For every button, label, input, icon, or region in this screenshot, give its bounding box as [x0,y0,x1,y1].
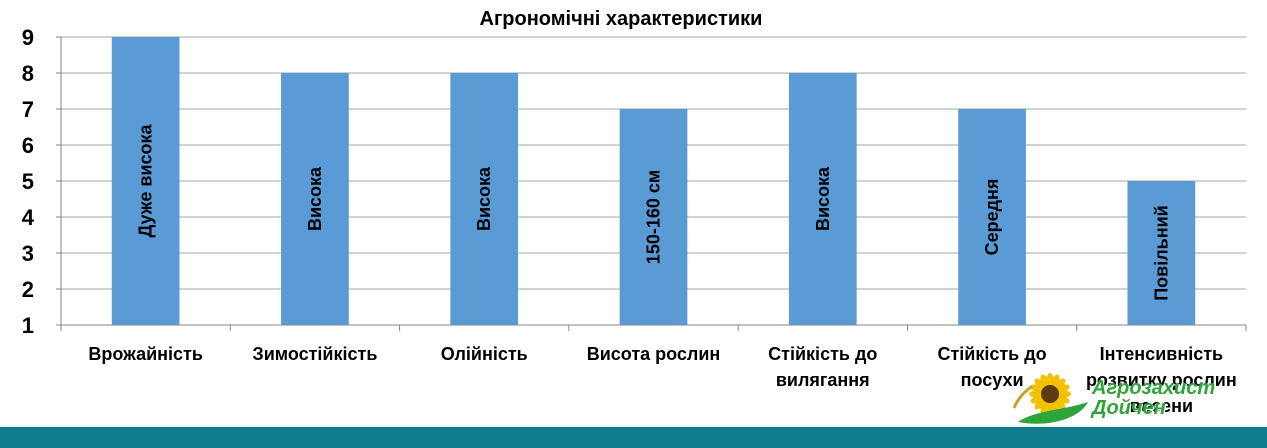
bars [111,37,1196,325]
x-category-label: Врожайність [88,344,203,364]
y-tick-label: 8 [22,61,34,86]
sunflower-hand-icon [1012,373,1088,424]
x-category-label: Інтенсивність розвитку рослин восени [1086,344,1237,416]
y-tick-label: 5 [22,169,34,194]
footer-bar [0,427,1267,448]
bar [619,109,688,325]
y-axis-ticks: 1 2 3 4 5 6 7 8 9 [22,25,35,338]
bar-value-label: Повільний [1151,205,1171,301]
company-logo: Агрозахист Дойчен [1010,372,1250,428]
bar [1127,181,1196,325]
axes [56,36,1247,331]
y-tick-label: 6 [22,133,34,158]
bar-labels: Дуже висока Висока Висока 150-160 см Висока С… [136,124,1172,301]
logo-line-2: Дойчен [1092,397,1166,419]
logo-line-1: Агрозахист [1092,377,1216,399]
x-category-label: Стійкість до посухи [937,344,1046,390]
x-axis-labels: Врожайність Зимостійкість Олійність Висота … [88,344,1236,416]
bar-value-label: Дуже висока [136,124,156,238]
y-tick-label: 4 [22,205,35,230]
bar [111,37,180,325]
x-category-label: Стійкість до вилягання [768,344,877,390]
bar [958,109,1026,325]
y-tick-label: 9 [22,25,34,50]
bar-value-label: Висока [305,166,325,231]
x-category-label: Олійність [441,344,528,364]
bar-value-label: Висока [474,166,494,231]
bar [788,73,857,325]
bar [450,73,519,325]
chart-title: Агрономічні характеристики [480,8,763,30]
y-tick-label: 1 [22,313,34,338]
x-category-label: Висота рослин [587,344,721,364]
logo-text: Агрозахист Дойчен [1092,378,1215,418]
y-tick-label: 3 [22,241,34,266]
bar-value-label: Висока [813,166,833,231]
bar [281,73,349,325]
y-tick-label: 7 [22,97,34,122]
bar-value-label: 150-160 см [644,170,664,264]
y-tick-label: 2 [22,277,34,302]
x-category-label: Зимостійкість [252,344,377,364]
bar-value-label: Середня [982,179,1002,256]
